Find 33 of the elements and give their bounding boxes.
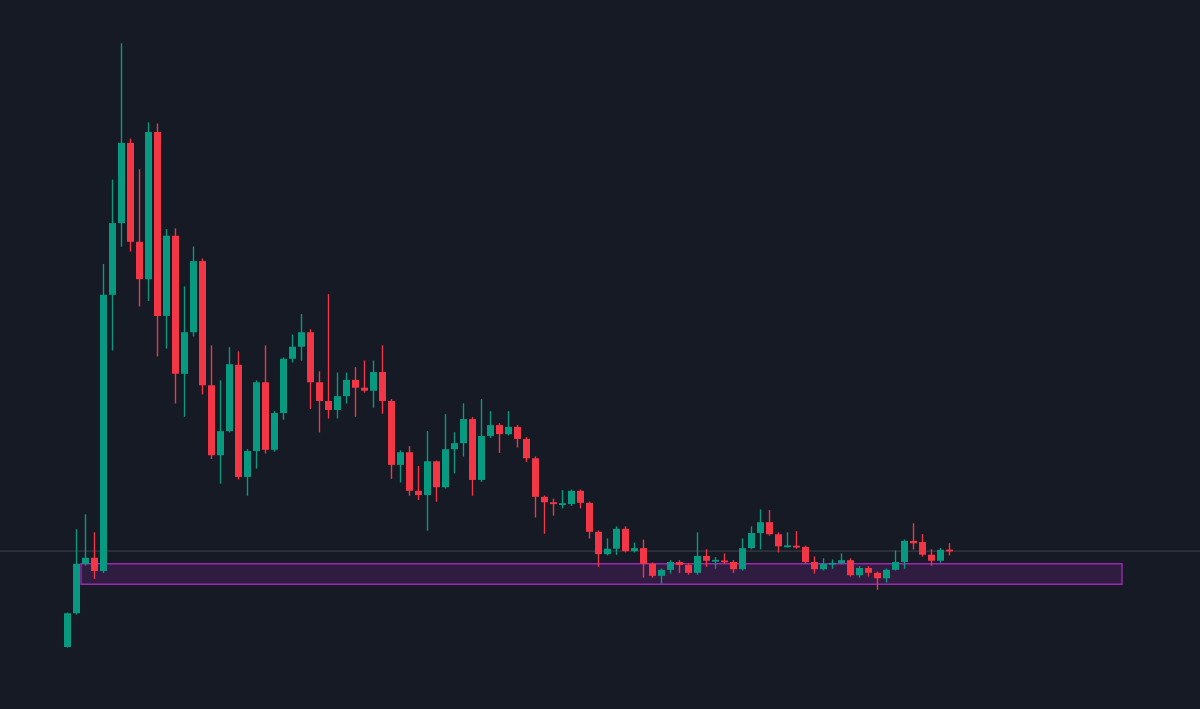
candlestick — [595, 530, 602, 567]
candlestick — [91, 532, 98, 579]
candlestick — [343, 372, 350, 404]
candlestick — [775, 532, 782, 553]
candlestick — [289, 334, 296, 363]
candlestick — [370, 360, 377, 408]
candlestick — [694, 532, 701, 575]
candlestick — [757, 509, 764, 550]
candlestick — [325, 294, 332, 419]
candlestick — [613, 526, 620, 555]
candlestick — [919, 534, 926, 557]
candlestick — [451, 432, 458, 474]
candlestick — [766, 510, 773, 536]
candlestick — [505, 411, 512, 436]
candlestick — [622, 526, 629, 553]
candlestick — [298, 314, 305, 361]
candlestick — [739, 538, 746, 571]
candlestick — [523, 437, 530, 462]
candlestick — [640, 539, 647, 578]
candlestick — [361, 360, 368, 393]
candlestick — [415, 466, 422, 500]
candlestick — [514, 425, 521, 448]
candlestick — [352, 367, 359, 417]
candlestick — [397, 450, 404, 483]
candlestick — [892, 550, 899, 571]
candlestick — [487, 411, 494, 438]
candlestick — [334, 372, 341, 419]
candlestick — [496, 423, 503, 453]
candlestick — [316, 371, 323, 433]
candlestick — [901, 539, 908, 569]
candlestick — [82, 514, 89, 566]
candlestick — [748, 526, 755, 550]
candlestick — [541, 495, 548, 534]
